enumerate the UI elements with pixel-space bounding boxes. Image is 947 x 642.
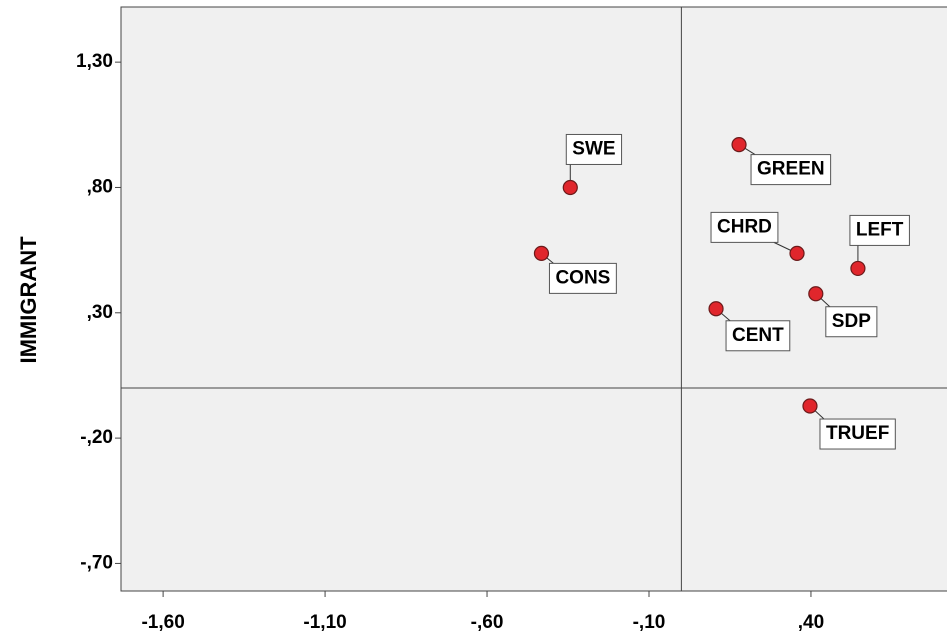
point xyxy=(708,301,724,317)
point-label: CENT xyxy=(732,325,784,346)
y-tick-label: ,30 xyxy=(87,302,113,323)
point-label: TRUEF xyxy=(826,423,889,444)
point xyxy=(850,260,866,277)
label-box xyxy=(819,418,896,450)
point-label: LEFT xyxy=(856,219,904,240)
label-box xyxy=(750,154,832,186)
label-box xyxy=(825,306,878,338)
point xyxy=(533,245,550,261)
label-box xyxy=(710,211,779,243)
label-box xyxy=(849,214,910,246)
x-tick-label: -,10 xyxy=(633,612,666,633)
label-box xyxy=(565,133,623,165)
label-box xyxy=(725,320,791,352)
plot-area xyxy=(120,6,947,592)
point xyxy=(562,179,578,196)
y-tick-label: -,70 xyxy=(80,552,113,573)
point-label: CONS xyxy=(555,267,610,288)
y-tick-label: ,80 xyxy=(87,176,113,197)
point xyxy=(789,245,805,261)
point-label: GREEN xyxy=(757,159,825,180)
y-tick-label: 1,30 xyxy=(76,51,113,72)
x-tick-label: -,60 xyxy=(471,612,504,633)
x-tick-label: -1,60 xyxy=(141,612,184,633)
point-label: SDP xyxy=(832,311,871,332)
y-tick-label: -,20 xyxy=(80,427,113,448)
point-label: SWE xyxy=(572,138,615,159)
point-label: CHRD xyxy=(717,216,772,237)
point xyxy=(808,286,824,302)
label-box xyxy=(548,262,617,294)
y-axis-label: IMMIGRANT xyxy=(16,236,41,364)
x-tick-label: -1,10 xyxy=(303,612,346,633)
point xyxy=(731,137,747,153)
point xyxy=(802,398,818,414)
x-tick-label: ,40 xyxy=(798,612,824,633)
